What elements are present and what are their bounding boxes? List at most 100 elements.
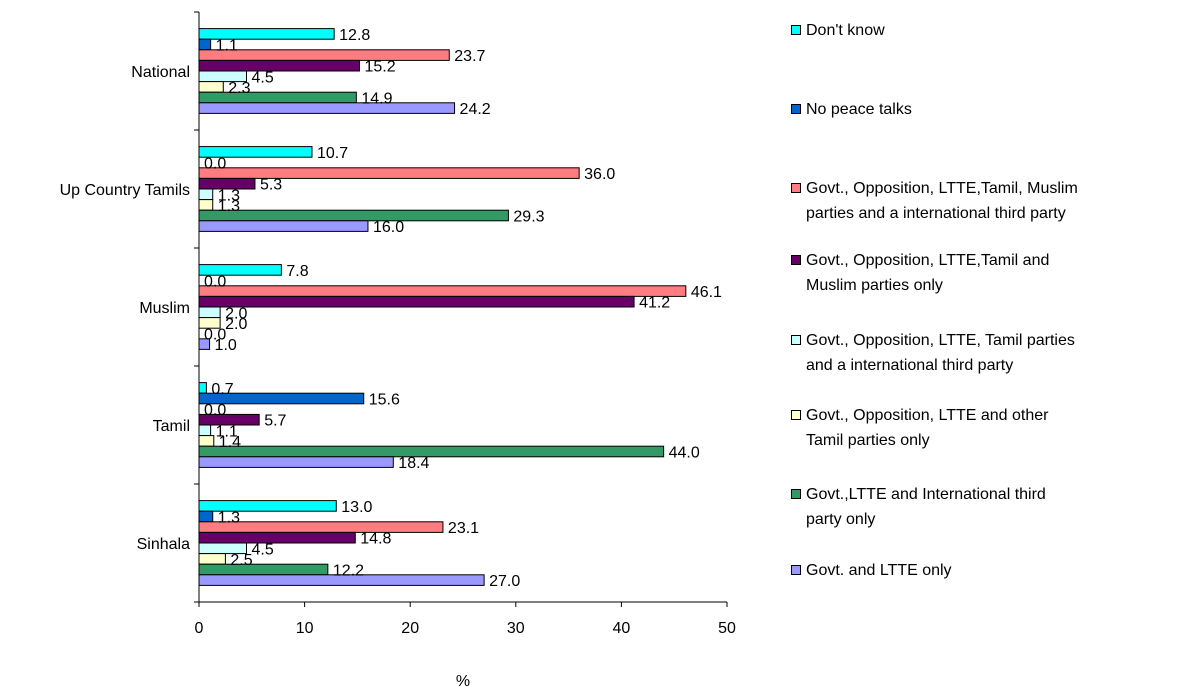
legend-swatch — [791, 183, 801, 193]
bar — [198, 382, 207, 394]
bar — [198, 574, 485, 586]
data-label: 1.3 — [218, 187, 240, 204]
bar — [198, 563, 329, 576]
legend-item: Govt., Opposition, LTTE,Tamil, Muslim pa… — [791, 176, 1181, 226]
x-tick-label: 30 — [507, 620, 525, 637]
legend-label: Don't know — [806, 22, 885, 39]
legend-swatch — [791, 335, 801, 345]
bar — [198, 295, 635, 308]
data-label: 5.3 — [260, 177, 282, 194]
data-label: 41.2 — [639, 295, 670, 312]
data-label: 23.1 — [448, 520, 479, 537]
data-label: 0.7 — [211, 381, 233, 398]
legend-item: Govt. and LTTE only — [791, 558, 1181, 583]
bar — [198, 38, 212, 51]
data-label: 1.1 — [216, 423, 238, 440]
bar — [198, 456, 394, 468]
bar — [198, 188, 214, 201]
legend-label: No peace talks — [806, 101, 912, 118]
data-labels: 12.81.123.715.24.52.314.924.210.70.036.0… — [204, 27, 722, 590]
bar — [198, 392, 365, 405]
data-label: 29.3 — [513, 209, 544, 226]
data-label: 2.3 — [228, 80, 250, 97]
data-label: 12.8 — [339, 27, 370, 44]
data-label: 16.0 — [373, 219, 404, 236]
bar — [198, 220, 369, 232]
bar — [198, 435, 215, 447]
bar — [198, 338, 211, 350]
data-label: 12.2 — [333, 563, 364, 580]
data-label: 4.5 — [252, 69, 274, 86]
bar — [198, 306, 221, 319]
bar — [198, 59, 361, 72]
data-label: 7.8 — [286, 263, 308, 280]
bar — [198, 317, 221, 329]
bar — [198, 28, 335, 40]
legend-swatch — [791, 565, 801, 575]
data-label: 23.7 — [454, 48, 485, 65]
data-label: 0.0 — [204, 402, 226, 419]
legend-item: Govt., Opposition, LTTE and other Tamil … — [791, 403, 1181, 453]
data-label: 2.0 — [225, 316, 247, 333]
x-tick-label: 40 — [613, 620, 631, 637]
data-label: 0.0 — [204, 327, 226, 344]
data-label: 24.2 — [460, 101, 491, 118]
bar — [198, 285, 687, 297]
category-label: Sinhala — [137, 536, 190, 553]
bar — [198, 199, 214, 211]
legend-swatch — [791, 489, 801, 499]
data-label: 10.7 — [317, 145, 348, 162]
data-label: 36.0 — [584, 166, 615, 183]
data-label: 1.3 — [218, 198, 240, 215]
bar — [198, 445, 665, 458]
legend-swatch — [791, 25, 801, 35]
data-label: 13.0 — [341, 499, 372, 516]
legend-swatch — [791, 410, 801, 420]
data-label: 4.5 — [252, 541, 274, 558]
legend-item: Govt.,LTTE and International third party… — [791, 482, 1181, 532]
legend-label: Govt., Opposition, LTTE,Tamil and Muslim… — [806, 252, 1050, 294]
bar — [198, 424, 212, 437]
data-label: 18.4 — [398, 455, 429, 472]
category-label: Muslim — [139, 300, 190, 317]
data-label: 1.1 — [216, 38, 238, 55]
x-tick-label: 20 — [401, 620, 419, 637]
x-tick-label: 50 — [718, 620, 736, 637]
category-label: Tamil — [153, 418, 190, 435]
bars — [198, 28, 687, 586]
data-label: 15.6 — [369, 392, 400, 409]
axes: 0 10 20 30 40 50 National Up Country Tamils Musl… — [60, 11, 736, 637]
legend-label: Govt., Opposition, LTTE and other Tamil … — [806, 407, 1049, 449]
legend-item: No peace talks — [791, 97, 1181, 122]
data-label: 1.0 — [215, 337, 237, 354]
data-label: 2.5 — [230, 552, 252, 569]
data-label: 14.8 — [360, 531, 391, 548]
x-axis-title: % — [456, 673, 470, 690]
legend-item: Don't know — [791, 18, 1181, 43]
data-label: 27.0 — [489, 573, 520, 590]
x-tick-label: 0 — [195, 620, 204, 637]
legend-swatch — [791, 104, 801, 114]
bar — [198, 177, 256, 190]
bar — [198, 81, 224, 93]
bar — [198, 264, 282, 276]
data-label: 15.2 — [365, 59, 396, 76]
bar — [198, 209, 509, 222]
category-label: National — [131, 64, 190, 81]
bar — [198, 531, 356, 544]
bar — [198, 413, 260, 426]
bar — [198, 91, 357, 104]
legend-label: Govt.,LTTE and International third party… — [806, 486, 1046, 528]
data-label: 1.4 — [219, 434, 241, 451]
category-label: Up Country Tamils — [60, 182, 190, 199]
data-label: 46.1 — [691, 284, 722, 301]
data-label: 14.9 — [361, 91, 392, 108]
legend-label: Govt., Opposition, LTTE, Tamil parties a… — [806, 332, 1075, 374]
data-label: 5.7 — [264, 413, 286, 430]
data-label: 1.3 — [218, 510, 240, 527]
legend-item: Govt., Opposition, LTTE,Tamil and Muslim… — [791, 248, 1181, 298]
bar — [198, 146, 313, 158]
bar — [198, 510, 214, 523]
bar — [198, 500, 337, 512]
